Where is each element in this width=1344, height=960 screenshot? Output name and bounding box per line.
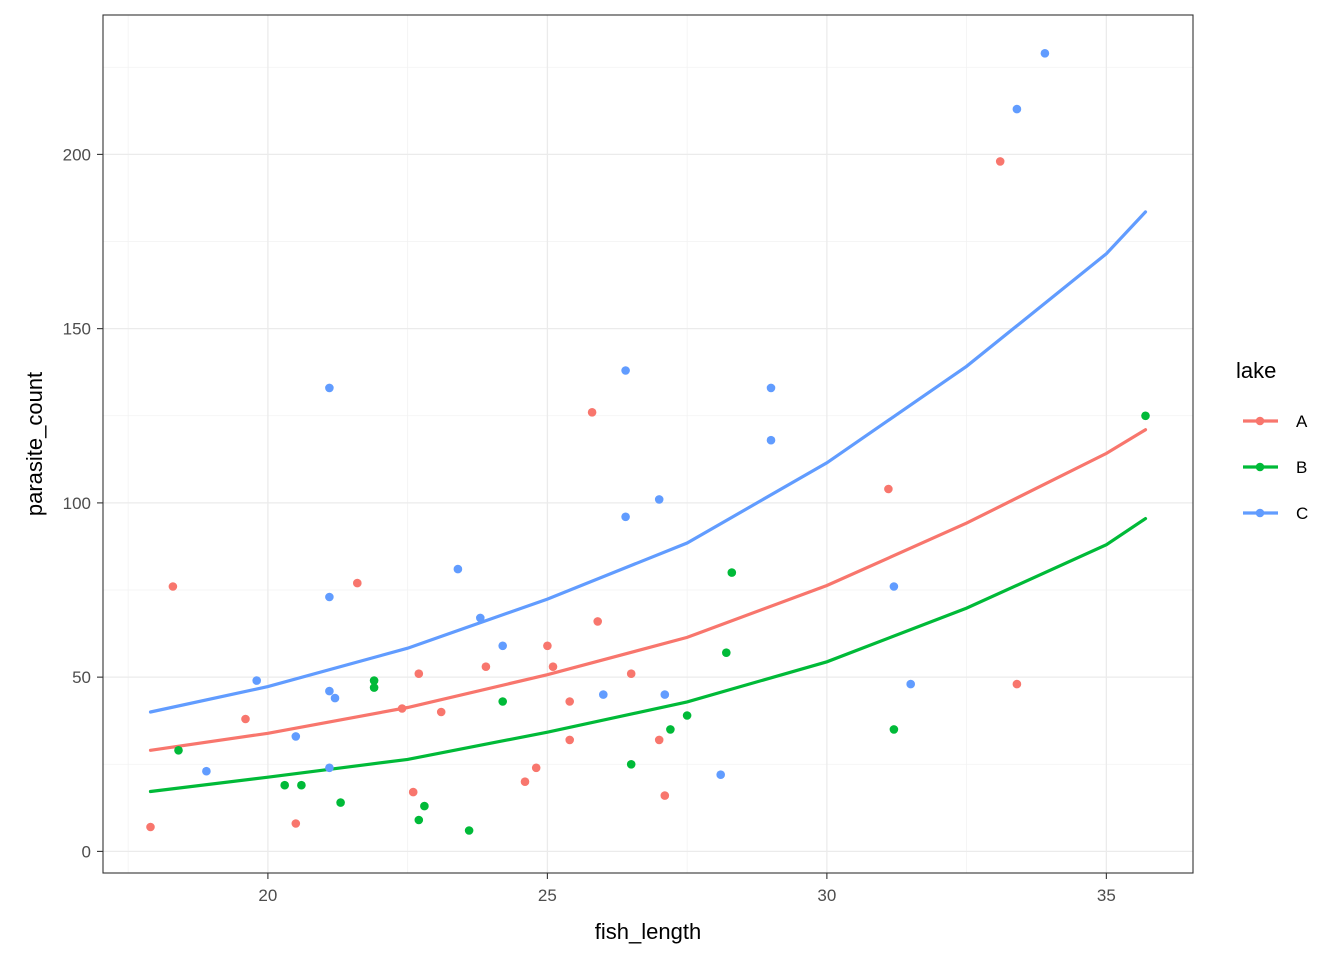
- point-C: [660, 690, 670, 699]
- point-C: [453, 564, 463, 574]
- point-C: [906, 679, 915, 689]
- point-C: [766, 383, 776, 393]
- point-B: [297, 780, 306, 790]
- point-C: [291, 732, 301, 741]
- point-B: [1141, 411, 1150, 421]
- point-A: [436, 707, 446, 717]
- point-A: [397, 704, 407, 713]
- legend-title: lake: [1236, 358, 1276, 383]
- point-B: [420, 801, 429, 811]
- point-A: [353, 578, 362, 588]
- point-B: [889, 725, 899, 734]
- y-tick-label: 50: [72, 668, 91, 687]
- point-A: [593, 617, 602, 626]
- point-B: [369, 683, 379, 692]
- point-C: [476, 613, 485, 623]
- point-B: [369, 676, 379, 685]
- point-A: [146, 822, 155, 832]
- point-A: [660, 791, 670, 800]
- point-C: [621, 366, 630, 375]
- point-A: [548, 662, 558, 671]
- point-A: [884, 484, 893, 494]
- point-A: [565, 697, 574, 706]
- legend-label-C: C: [1296, 504, 1308, 523]
- point-C: [325, 686, 334, 696]
- legend: lake A B C: [1236, 358, 1308, 523]
- point-A: [531, 763, 541, 773]
- point-A: [995, 157, 1005, 166]
- point-C: [716, 770, 725, 779]
- point-B: [498, 697, 508, 706]
- point-B: [727, 568, 737, 577]
- point-A: [654, 735, 664, 745]
- point-A: [291, 819, 301, 828]
- point-C: [654, 495, 664, 504]
- fit-lines: [148, 210, 1148, 794]
- x-tick-label: 20: [258, 886, 277, 905]
- point-C: [325, 763, 334, 773]
- data-points: [146, 49, 1150, 835]
- point-C: [621, 512, 630, 522]
- x-tick-label: 30: [817, 886, 836, 905]
- point-C: [252, 676, 261, 685]
- point-A: [587, 408, 597, 417]
- point-C: [766, 435, 776, 445]
- point-C: [498, 641, 508, 651]
- point-A: [543, 641, 552, 651]
- point-C: [325, 592, 334, 602]
- x-axis-title: fish_length: [595, 919, 701, 944]
- point-C: [599, 690, 608, 699]
- point-C: [1040, 49, 1050, 58]
- fit-line-C: [148, 210, 1148, 714]
- point-B: [414, 815, 424, 825]
- y-tick-label: 100: [63, 494, 91, 513]
- x-tick-label: 25: [538, 886, 557, 905]
- y-axis-title: parasite_count: [22, 372, 47, 516]
- point-B: [666, 725, 675, 734]
- legend-key-point-A: [1255, 416, 1265, 426]
- point-B: [174, 746, 183, 755]
- point-A: [408, 787, 418, 797]
- point-B: [626, 760, 636, 769]
- point-C: [330, 693, 340, 703]
- fit-line-A: [148, 428, 1148, 752]
- x-tick-label: 35: [1097, 886, 1116, 905]
- y-tick-label: 150: [63, 320, 91, 339]
- y-tick-label: 0: [82, 842, 91, 861]
- point-A: [241, 714, 250, 724]
- point-C: [325, 383, 334, 393]
- point-B: [722, 648, 731, 657]
- point-B: [464, 826, 474, 835]
- point-A: [481, 662, 491, 671]
- point-C: [1012, 104, 1022, 114]
- point-A: [520, 777, 530, 786]
- panel-border: [102, 14, 1194, 874]
- point-A: [1012, 679, 1022, 689]
- legend-label-A: A: [1296, 412, 1308, 431]
- point-A: [565, 735, 574, 745]
- axes: 20 25 30 35 0 50 100 150 200: [63, 145, 1116, 905]
- point-A: [414, 669, 424, 678]
- y-tick-label: 200: [63, 145, 91, 164]
- point-B: [682, 711, 692, 720]
- legend-key-point-B: [1255, 462, 1265, 472]
- point-C: [202, 766, 211, 776]
- point-A: [626, 669, 636, 678]
- point-C: [889, 582, 899, 591]
- fit-line-B: [148, 517, 1148, 794]
- point-B: [280, 780, 290, 790]
- grid: [103, 15, 1193, 873]
- legend-key-point-C: [1255, 508, 1265, 518]
- legend-label-B: B: [1296, 458, 1307, 477]
- point-A: [168, 582, 178, 591]
- point-B: [336, 798, 345, 807]
